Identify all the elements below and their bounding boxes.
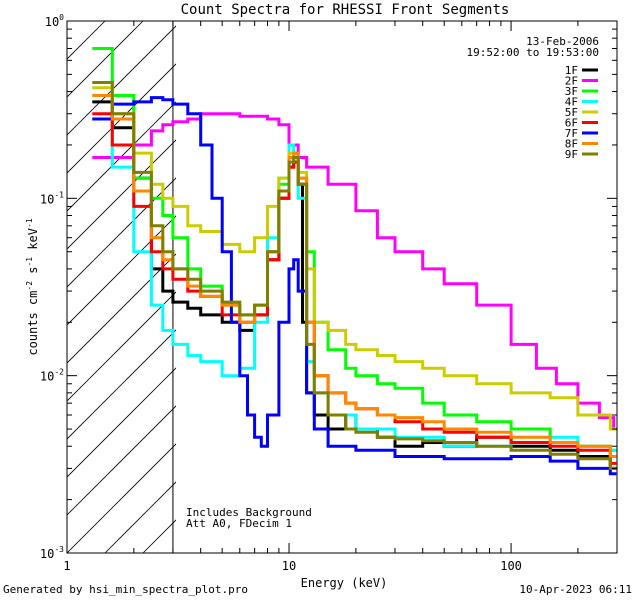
legend-label-2F: 2F xyxy=(565,75,578,88)
legend-label-4F: 4F xyxy=(565,96,578,109)
x-tick-label: 10 xyxy=(282,559,296,573)
series-1F xyxy=(92,100,617,470)
series-7F xyxy=(92,96,617,476)
plot-frame xyxy=(66,20,618,554)
chart-title: Count Spectra for RHESSI Front Segments xyxy=(181,2,510,18)
axis-ticks xyxy=(66,20,618,554)
hatch-line xyxy=(67,405,176,516)
legend-label-5F: 5F xyxy=(565,106,578,119)
legend-label-7F: 7F xyxy=(565,127,578,140)
hatch-line xyxy=(67,253,176,364)
series-9F xyxy=(92,81,617,470)
annotation-line: Includes Background xyxy=(186,506,312,519)
annotation-line: Att A0, FDecim 1 xyxy=(186,517,292,530)
hatch-line xyxy=(67,367,176,478)
hatch-line xyxy=(67,329,176,440)
footer-timestamp: 10-Apr-2023 06:11 xyxy=(519,583,632,596)
x-axis-label: Energy (keV) xyxy=(301,576,388,590)
legend-label-1F: 1F xyxy=(565,64,578,77)
hatch-line xyxy=(104,481,176,553)
x-tick-label: 100 xyxy=(500,559,522,573)
hatch-line xyxy=(67,21,144,98)
x-tick-labels: 1 10 100 xyxy=(63,559,522,573)
legend-label-8F: 8F xyxy=(565,138,578,151)
hatch-line xyxy=(67,101,176,212)
legend-label-6F: 6F xyxy=(565,117,578,130)
legend-time-range: 19:52:00 to 19:53:00 xyxy=(467,46,599,59)
legend-label-3F: 3F xyxy=(565,85,578,98)
y-tick-labels: 10-3 10-2 10-1 100 xyxy=(40,13,64,561)
hatch-line xyxy=(67,21,106,60)
series-3F xyxy=(92,47,617,452)
series-8F xyxy=(92,94,617,458)
series-4F xyxy=(92,117,617,452)
y-tick-label: 100 xyxy=(45,13,64,29)
series-layer xyxy=(92,47,617,476)
hatch-line xyxy=(67,63,176,174)
y-tick-label: 10-3 xyxy=(40,545,64,561)
footer-generated-by: Generated by hsi_min_spectra_plot.pro xyxy=(3,583,249,596)
legend-date: 13-Feb-2006 xyxy=(526,35,599,48)
hatch-line xyxy=(67,443,176,553)
y-axis-label: counts cm-2 s-1 keV-1 xyxy=(25,218,40,355)
y-tick-label: 10-1 xyxy=(40,190,64,206)
legend-label-9F: 9F xyxy=(565,148,578,161)
y-tick-label: 10-2 xyxy=(40,368,64,384)
hatched-region xyxy=(67,21,176,553)
hatch-line xyxy=(67,215,176,326)
series-2F xyxy=(92,112,617,431)
x-tick-label: 1 xyxy=(63,559,70,573)
hatch-line xyxy=(67,25,176,136)
